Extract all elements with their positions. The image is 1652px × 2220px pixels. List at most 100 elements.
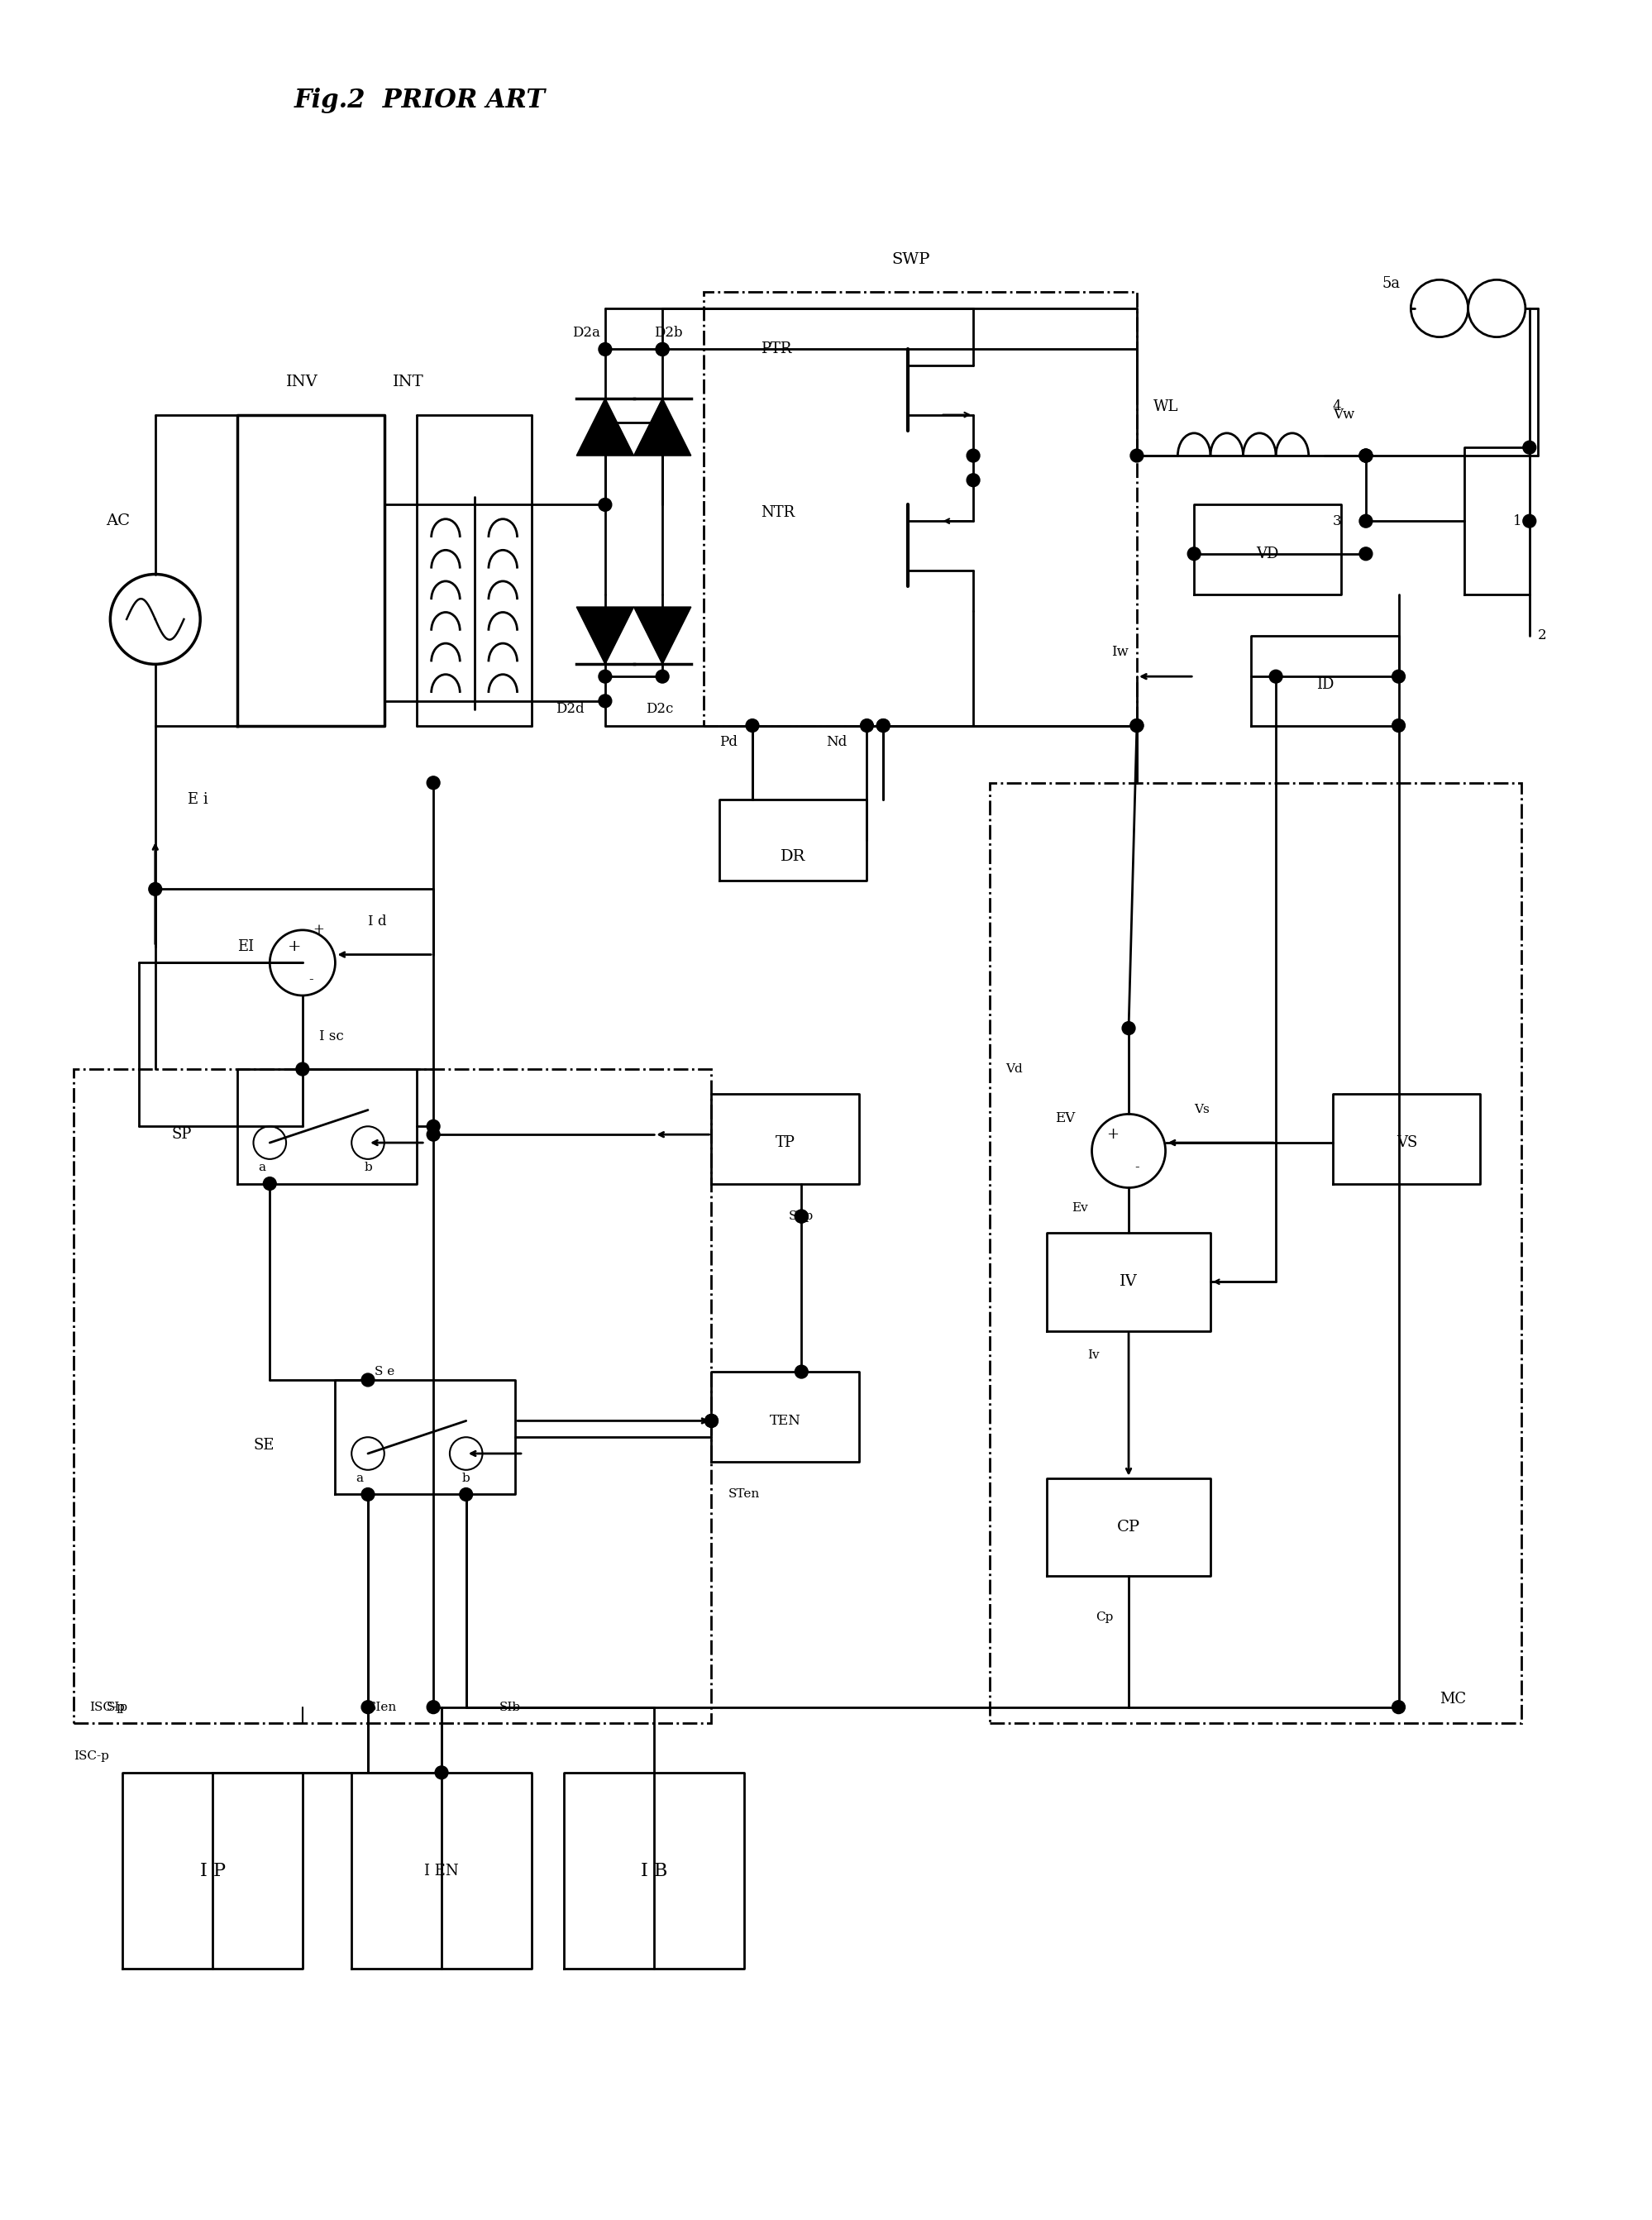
Circle shape — [263, 1177, 276, 1190]
Text: Iw: Iw — [1112, 644, 1128, 659]
Circle shape — [362, 1701, 375, 1714]
Text: -: - — [309, 972, 312, 986]
Circle shape — [1393, 719, 1406, 733]
Circle shape — [877, 719, 890, 733]
Text: EI: EI — [236, 939, 254, 955]
Circle shape — [795, 1210, 808, 1223]
Text: 4: 4 — [1333, 400, 1341, 413]
Circle shape — [598, 695, 611, 708]
Circle shape — [1188, 548, 1201, 559]
Text: Iv: Iv — [1087, 1350, 1100, 1361]
Text: a: a — [258, 1161, 266, 1172]
Circle shape — [362, 1487, 375, 1501]
Text: Fig.2  PRIOR ART: Fig.2 PRIOR ART — [294, 87, 545, 113]
Text: ID: ID — [1317, 677, 1333, 693]
Circle shape — [426, 1128, 439, 1141]
Circle shape — [598, 417, 611, 428]
Circle shape — [1130, 448, 1143, 462]
Text: I P: I P — [200, 1863, 225, 1880]
Text: -: - — [1135, 1161, 1140, 1174]
Text: SWP: SWP — [892, 251, 930, 266]
Text: b: b — [363, 1161, 372, 1172]
Circle shape — [966, 448, 980, 462]
Polygon shape — [634, 606, 691, 664]
Bar — [73, 1070, 712, 1723]
Circle shape — [1360, 515, 1373, 528]
Circle shape — [426, 1701, 439, 1714]
Circle shape — [426, 777, 439, 790]
Text: S e: S e — [375, 1365, 395, 1379]
Text: 3: 3 — [1333, 515, 1341, 528]
Polygon shape — [577, 606, 634, 664]
Text: Vd: Vd — [1006, 1063, 1023, 1074]
Circle shape — [1130, 719, 1143, 733]
Text: 1: 1 — [1513, 515, 1521, 528]
Circle shape — [705, 1414, 719, 1427]
Circle shape — [656, 342, 669, 355]
Circle shape — [705, 1414, 719, 1427]
Text: +: + — [314, 924, 324, 937]
Text: STen: STen — [729, 1490, 760, 1501]
Text: SE: SE — [253, 1439, 274, 1452]
Text: TEN: TEN — [770, 1414, 801, 1427]
Circle shape — [1360, 448, 1373, 462]
Circle shape — [656, 342, 669, 355]
Text: STp: STp — [790, 1210, 814, 1223]
Text: INV: INV — [286, 375, 319, 388]
Text: SIp: SIp — [106, 1701, 127, 1714]
Circle shape — [149, 884, 162, 895]
Text: Ev: Ev — [1072, 1203, 1087, 1214]
Circle shape — [1360, 448, 1373, 462]
Text: I sc: I sc — [319, 1030, 344, 1043]
Text: I B: I B — [641, 1863, 667, 1880]
Circle shape — [1393, 1701, 1406, 1714]
Circle shape — [966, 473, 980, 486]
Text: PTR: PTR — [760, 342, 791, 357]
Circle shape — [656, 670, 669, 684]
Text: VD: VD — [1257, 546, 1279, 562]
Text: INT: INT — [393, 375, 423, 388]
Circle shape — [598, 670, 611, 684]
Circle shape — [795, 1210, 808, 1223]
Text: Nd: Nd — [826, 735, 847, 748]
Circle shape — [877, 719, 890, 733]
Text: 5a: 5a — [1383, 278, 1401, 291]
Text: SIb: SIb — [499, 1701, 520, 1714]
Text: E i: E i — [188, 793, 208, 806]
Circle shape — [296, 1063, 309, 1077]
Circle shape — [1523, 515, 1536, 528]
Circle shape — [1360, 448, 1373, 462]
Text: ISC-p: ISC-p — [89, 1701, 126, 1714]
Circle shape — [598, 497, 611, 511]
Text: Vs: Vs — [1194, 1103, 1209, 1117]
Text: NTR: NTR — [760, 506, 795, 519]
Text: Cp: Cp — [1095, 1612, 1113, 1623]
Text: +: + — [287, 939, 301, 955]
Text: a: a — [357, 1472, 363, 1483]
Text: D2a: D2a — [573, 326, 600, 340]
Bar — [990, 784, 1521, 1723]
Circle shape — [861, 719, 874, 733]
Text: SP: SP — [172, 1128, 192, 1141]
Text: +: + — [1107, 1128, 1118, 1141]
Circle shape — [459, 1487, 472, 1501]
Text: DR: DR — [781, 848, 806, 864]
Circle shape — [1393, 670, 1406, 684]
Circle shape — [362, 1374, 375, 1388]
Circle shape — [1130, 719, 1143, 733]
Circle shape — [426, 1119, 439, 1132]
Text: 2: 2 — [1538, 628, 1546, 642]
Circle shape — [745, 719, 758, 733]
Text: D2c: D2c — [646, 702, 674, 717]
Polygon shape — [634, 397, 691, 455]
Text: TP: TP — [775, 1134, 795, 1150]
Bar — [704, 293, 1137, 726]
Text: b: b — [463, 1472, 471, 1483]
Circle shape — [1360, 548, 1373, 559]
Text: ISC-p: ISC-p — [73, 1749, 109, 1763]
Text: WL: WL — [1153, 400, 1178, 413]
Circle shape — [1122, 1021, 1135, 1035]
Circle shape — [656, 417, 669, 428]
Text: CP: CP — [1117, 1521, 1140, 1534]
Text: D2d: D2d — [557, 702, 585, 717]
